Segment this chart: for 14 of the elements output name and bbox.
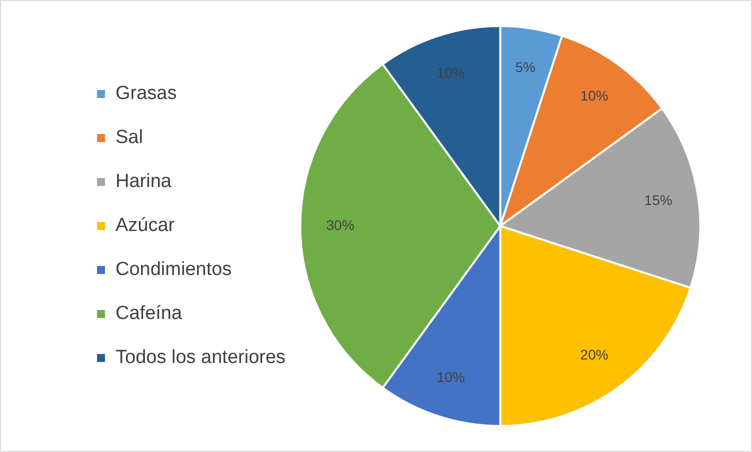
data-label: 20% [580,346,608,362]
legend-label: Sal [116,127,143,148]
data-label: 10% [436,64,465,81]
data-label: 5% [515,58,536,75]
legend-label: Azúcar [116,215,176,236]
data-label: 30% [326,216,354,233]
legend-label: Cafeína [116,303,182,324]
data-label: 10% [580,87,608,104]
data-label: 15% [644,192,672,208]
legend-label: Harina [116,171,172,192]
legend-label: Condimientos [116,259,232,280]
data-label: 10% [436,369,465,386]
legend-label: Todos los anteriores [116,347,286,368]
legend-label: Grasas [116,83,177,104]
